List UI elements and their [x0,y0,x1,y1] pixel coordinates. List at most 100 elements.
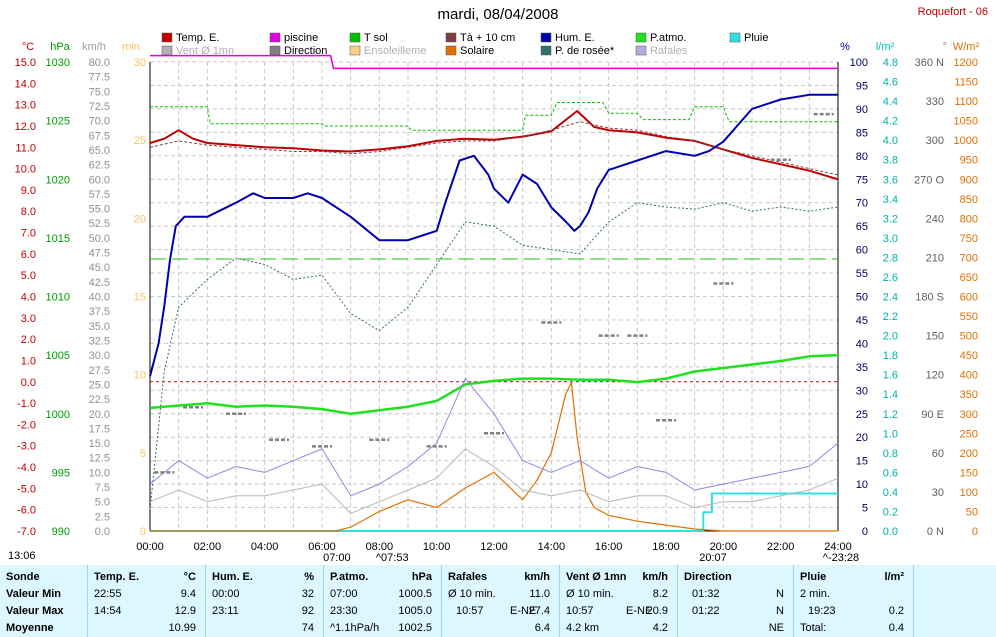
stats-patmo-min-time: 07:00 [330,588,358,600]
deg-tick: 360 N [915,57,944,69]
stats-dir-title: Direction [684,571,732,583]
pct-tick: 40 [856,338,868,350]
kmh-tick: 45.0 [89,262,110,274]
stats-min-label: Valeur Min [6,588,62,600]
hpa-tick: 990 [52,526,70,538]
stats-patmo-min-val: 1000.5 [398,588,432,600]
rain-tick: 1.2 [883,409,898,421]
rain-tick: 3.2 [883,213,898,225]
temp-tick: 8.0 [21,206,36,218]
kmh-tick: 15.0 [89,438,110,450]
temp-tick: 1.0 [21,355,36,367]
sol-tick: 900 [960,174,978,186]
series-t-sol [150,102,838,131]
hpa-tick: 1005 [46,350,70,362]
stats-patmo-avg: 1002.5 [398,622,432,634]
kmh-tick: 65.0 [89,145,110,157]
pct-tick: 80 [856,151,868,163]
stats-raf-avg: 6.4 [534,622,550,634]
x-tick: 06:00 [308,541,336,553]
series-p-atmo [149,353,839,416]
deg-tick: 330 [926,96,944,108]
deg-tick: 210 [926,252,944,264]
kmh-tick: 57.5 [89,189,110,201]
stats-raf-r2-time: 10:57 [456,605,484,617]
stats-pluie-tot-label: Total: [800,622,827,634]
x-tick: 02:00 [194,541,222,553]
temp-tick: 15.0 [15,57,36,69]
sol-tick: 0 [972,526,978,538]
stats-hum-unit: % [304,571,314,583]
hpa-tick: 995 [52,467,70,479]
temp-tick: 0.0 [21,377,36,389]
axis-unit: °C [22,41,34,53]
rain-tick: 0.6 [883,467,898,479]
stats-vent-title: Vent Ø 1mn [566,571,627,583]
rain-tick: 4.2 [883,116,898,128]
pct-tick: 95 [856,80,868,92]
series-hum-e [149,93,838,377]
legend-label: Temp. E. [176,32,219,44]
temp-tick: 9.0 [21,185,36,197]
rain-tick: 4.6 [883,77,898,89]
legend-swatch [635,45,647,56]
sol-tick: 950 [960,155,978,167]
legend-label: P. de rosée* [555,45,615,57]
sol-tick: 150 [960,467,978,479]
sol-tick: 550 [960,311,978,323]
temp-tick: 14.0 [15,78,36,90]
sol-tick: 1000 [954,135,978,147]
sol-tick: 1200 [954,57,978,69]
temp-tick: 5.0 [21,270,36,282]
pct-tick: 20 [856,432,868,444]
kmh-tick: 22.5 [89,394,110,406]
deg-tick: 180 S [915,292,944,304]
kmh-tick: 42.5 [89,277,110,289]
hpa-tick: 1015 [46,233,70,245]
stats-max-label: Valeur Max [6,605,64,617]
legend-label: Direction [284,45,327,57]
stats-dir-d2: N [776,605,784,617]
pct-tick: 65 [856,221,868,233]
pct-tick: 75 [856,174,868,186]
kmh-tick: 5.0 [95,497,110,509]
sol-tick: 650 [960,272,978,284]
axis-unit: ° [943,41,947,53]
axis-unit: min [122,41,140,53]
pct-tick: 100 [850,57,868,69]
x-tick: 24:00 [824,541,852,553]
kmh-tick: 72.5 [89,101,110,113]
deg-tick: 30 [932,487,944,499]
stats-hum-min-time: 00:00 [212,588,240,600]
kmh-tick: 20.0 [89,409,110,421]
series-pluie [150,492,838,532]
stats-vent-r2-dir: E-NE [626,605,653,617]
x-tick: 00:00 [136,541,164,553]
stats-dir-t2: 01:22 [692,605,720,617]
stats-pluie-title: Pluie [800,571,827,583]
stats-temp-max-time: 14:54 [94,605,122,617]
min-tick: 5 [140,448,146,460]
pct-tick: 35 [856,362,868,374]
sol-tick: 350 [960,389,978,401]
series-vent-1mn [149,448,839,514]
legend-label: Pluie [744,32,768,44]
rain-tick: 3.6 [883,174,898,186]
x-tick: 18:00 [652,541,680,553]
pct-tick: 60 [856,245,868,257]
weather-chart: Temp. E. piscine T sol Tà + 10 cm Hum. E. P.a… [8,32,979,564]
min-tick: 15 [134,292,146,304]
kmh-tick: 75.0 [89,86,110,98]
x-tick: 20:00 [710,541,738,553]
x-tick: 16:00 [595,541,623,553]
stats-raf-unit: km/h [524,571,550,583]
deg-tick: 0 N [927,526,944,538]
legend-label: P.atmo. [650,32,687,44]
temp-tick: 10.0 [15,164,36,176]
rain-tick: 0.2 [883,506,898,518]
stats-temp-avg: 10.99 [168,622,196,634]
temp-tick: -3.0 [17,441,36,453]
stats-vent-r2-time: 10:57 [566,605,594,617]
legend-swatch [635,32,647,43]
stats-patmo-max-val: 1005.0 [398,605,432,617]
